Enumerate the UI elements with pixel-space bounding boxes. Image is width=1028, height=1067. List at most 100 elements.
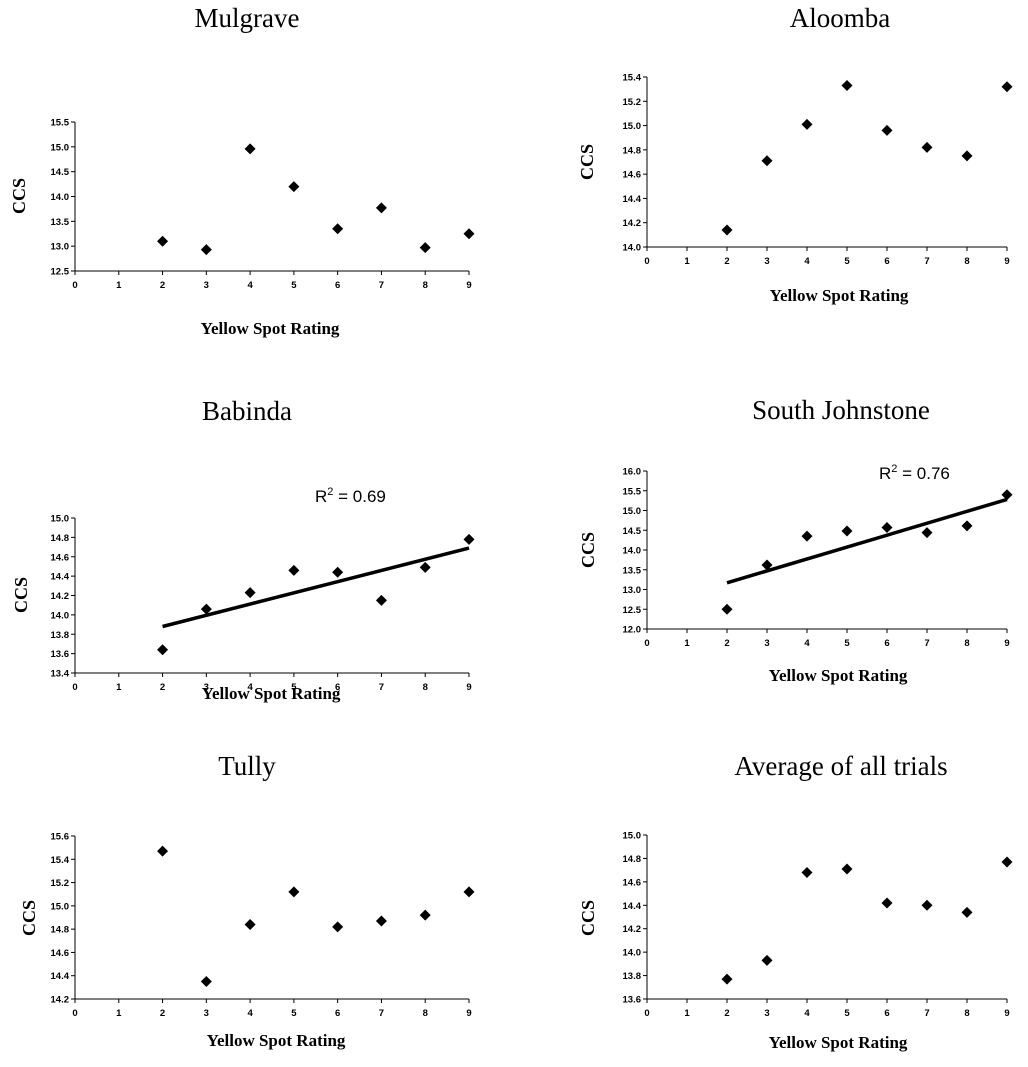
x-tick-label: 7 — [924, 1008, 929, 1019]
x-tick-label: 1 — [116, 1008, 122, 1019]
data-point — [288, 564, 300, 576]
y-tick-label: 15.0 — [51, 901, 70, 912]
y-tick-label: 15.4 — [623, 73, 642, 84]
y-tick-label: 14.0 — [623, 948, 642, 959]
x-tick-label: 6 — [335, 682, 340, 693]
x-tick-label: 7 — [379, 682, 384, 693]
data-point — [761, 559, 773, 571]
x-tick-label: 0 — [72, 1008, 77, 1019]
x-tick-label: 3 — [764, 256, 769, 267]
y-axis-title: CCS — [9, 178, 29, 214]
data-point — [921, 527, 933, 539]
data-point — [721, 603, 733, 615]
y-tick-label: 14.4 — [623, 194, 642, 205]
x-tick-label: 7 — [924, 256, 929, 267]
x-tick-label: 8 — [423, 1008, 428, 1019]
y-tick-label: 14.2 — [623, 218, 642, 229]
annotation-superscript: 2 — [891, 463, 897, 475]
data-point — [881, 897, 893, 909]
data-point — [200, 976, 212, 988]
data-point — [801, 530, 813, 542]
x-tick-label: 2 — [160, 682, 165, 693]
data-point — [157, 644, 169, 656]
y-tick-label: 13.5 — [51, 217, 70, 228]
x-tick-label: 2 — [724, 638, 729, 649]
x-tick-label: 5 — [291, 682, 297, 693]
x-tick-label: 5 — [844, 638, 850, 649]
x-axis-title: Yellow Spot Rating — [201, 319, 340, 338]
y-tick-label: 13.0 — [623, 585, 642, 596]
y-tick-label: 14.0 — [51, 192, 70, 203]
x-axis-title: Yellow Spot Rating — [770, 286, 909, 305]
data-point — [841, 80, 853, 91]
y-tick-label: 14.2 — [51, 591, 70, 602]
x-axis-title: Yellow Spot Rating — [202, 684, 341, 703]
data-point — [463, 886, 475, 898]
y-tick-label: 15.0 — [623, 831, 642, 842]
x-tick-label: 9 — [466, 280, 471, 291]
x-axis-title: Yellow Spot Rating — [207, 1031, 346, 1050]
data-point — [375, 202, 387, 214]
x-tick-label: 4 — [247, 1008, 253, 1019]
x-tick-label: 0 — [72, 280, 77, 291]
y-tick-label: 13.6 — [623, 995, 642, 1006]
y-tick-label: 15.0 — [51, 142, 70, 153]
y-tick-label: 14.4 — [51, 572, 70, 583]
x-tick-label: 5 — [291, 1008, 297, 1019]
x-tick-label: 2 — [160, 1008, 165, 1019]
x-tick-label: 8 — [964, 638, 969, 649]
y-axis-title: CCS — [578, 532, 598, 568]
y-tick-label: 15.5 — [623, 486, 642, 497]
trendline — [162, 546, 470, 629]
data-point — [961, 150, 973, 162]
x-tick-label: 4 — [804, 638, 810, 649]
r-squared-annotation: R2 = 0.76 — [879, 463, 950, 483]
data-point — [1001, 489, 1013, 501]
data-point — [332, 223, 344, 235]
data-point — [921, 899, 933, 911]
y-tick-label: 12.0 — [623, 625, 642, 636]
y-axis-title: CCS — [577, 144, 597, 180]
y-tick-label: 14.5 — [51, 167, 70, 178]
chart-title: Mulgrave — [195, 3, 300, 33]
y-tick-label: 14.0 — [51, 610, 70, 621]
y-tick-label: 12.5 — [51, 267, 70, 278]
y-tick-label: 13.8 — [51, 630, 70, 641]
chart-panel-2: Aloomba 14.0 14.2 14.4 14.6 14.8 15.0 15.2 15.4 0… — [577, 3, 1013, 305]
chart-title: Aloomba — [790, 3, 891, 33]
x-tick-label: 9 — [466, 682, 471, 693]
x-tick-label: 6 — [884, 1008, 889, 1019]
x-tick-label: 6 — [884, 638, 889, 649]
x-tick-label: 6 — [335, 1008, 340, 1019]
chart-title: Tully — [218, 751, 276, 781]
y-tick-label: 13.0 — [51, 242, 70, 253]
x-tick-label: 5 — [291, 280, 297, 291]
x-tick-label: 4 — [804, 1008, 810, 1019]
x-tick-label: 0 — [72, 682, 77, 693]
y-tick-label: 14.0 — [623, 243, 642, 254]
data-point — [419, 561, 431, 573]
data-point — [419, 909, 431, 921]
annotation-superscript: 2 — [327, 486, 333, 498]
x-tick-label: 1 — [116, 280, 122, 291]
annotation-prefix: R — [315, 487, 327, 506]
y-tick-label: 14.4 — [51, 971, 70, 982]
data-point — [881, 521, 893, 533]
data-point — [463, 533, 475, 545]
data-point — [288, 181, 300, 193]
chart-panel-3: Babinda 13.4 13.6 13.8 14.0 14.2 14.4 14.6 14.8 1… — [11, 396, 475, 703]
data-point — [375, 594, 387, 606]
y-tick-label: 13.6 — [51, 649, 70, 660]
x-axis-title: Yellow Spot Rating — [769, 1033, 908, 1052]
data-point — [801, 118, 813, 130]
chart-panel-6: Average of all trials 13.6 13.8 14.0 14.2 14.… — [578, 751, 1013, 1052]
x-tick-label: 1 — [684, 256, 690, 267]
data-point — [244, 143, 256, 155]
x-tick-label: 8 — [964, 1008, 969, 1019]
y-tick-label: 14.6 — [623, 170, 642, 181]
x-tick-label: 2 — [724, 1008, 729, 1019]
data-point — [761, 954, 773, 966]
data-point — [881, 124, 893, 136]
y-tick-label: 14.6 — [51, 552, 70, 563]
